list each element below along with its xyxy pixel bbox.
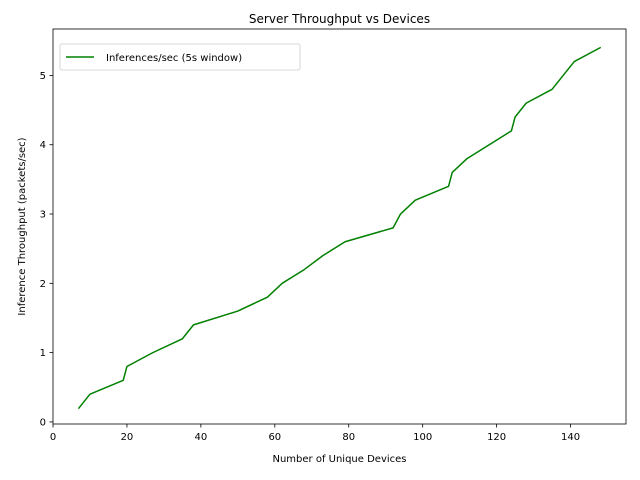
x-tick-label: 140 (561, 432, 580, 443)
plot-area (53, 29, 626, 424)
y-tick-label: 3 (40, 210, 46, 221)
chart-title: Server Throughput vs Devices (249, 12, 430, 26)
legend-label: Inferences/sec (5s window) (106, 53, 242, 64)
y-axis-label: Inference Throughput (packets/sec) (17, 137, 28, 315)
y-tick-label: 4 (40, 140, 46, 151)
x-tick-label: 60 (268, 432, 281, 443)
series-line (77, 46, 602, 410)
x-tick-label: 20 (121, 432, 134, 443)
y-tick-label: 1 (40, 348, 46, 359)
x-tick-label: 100 (413, 432, 432, 443)
x-tick-label: 0 (50, 432, 56, 443)
y-tick-label: 5 (40, 71, 46, 82)
x-tick-label: 40 (195, 432, 208, 443)
y-tick-label: 0 (40, 417, 46, 428)
x-axis-label: Number of Unique Devices (272, 454, 406, 465)
legend-box (59, 43, 301, 71)
legend: Inferences/sec (5s window) (59, 43, 301, 71)
y-tick-label: 2 (40, 279, 46, 290)
plot-frame (52, 28, 627, 425)
x-tick-label: 120 (487, 432, 506, 443)
y-axis-ticks: 0 1 2 3 4 5 (40, 71, 53, 428)
series-layer (77, 46, 602, 410)
x-axis-ticks: 0 20 40 60 80 100 120 140 (50, 424, 580, 443)
x-tick-label: 80 (342, 432, 355, 443)
